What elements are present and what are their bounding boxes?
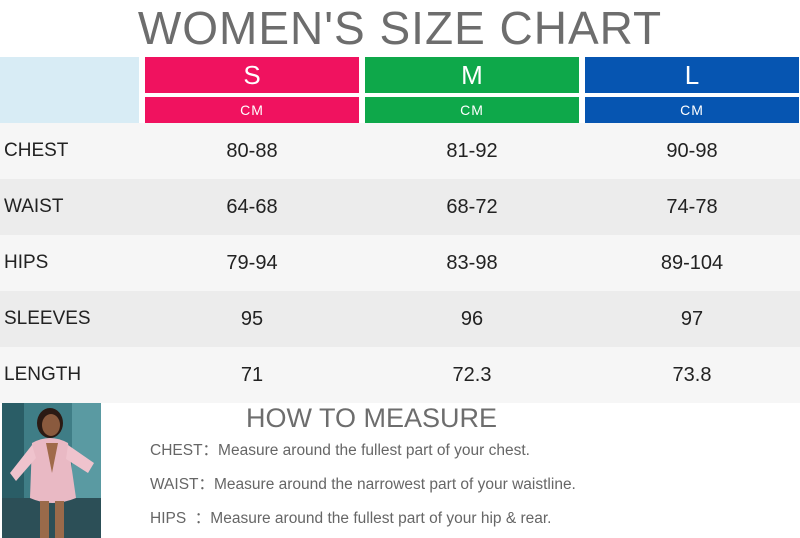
how-to-measure-title: HOW TO MEASURE bbox=[246, 403, 498, 433]
measure-text: Measure around the fullest part of your … bbox=[218, 442, 530, 459]
row-label: SLEEVES bbox=[4, 308, 91, 329]
measure-key: WAIST： bbox=[150, 476, 215, 493]
table-row: HIPS 79-94 83-98 89-104 bbox=[0, 235, 800, 291]
row-label: LENGTH bbox=[4, 364, 82, 385]
table-cell: 64-68 bbox=[226, 196, 278, 218]
table-cell: 89-104 bbox=[660, 252, 724, 274]
header-corner-cell bbox=[0, 57, 139, 123]
table-row: CHEST 80-88 81-92 90-98 bbox=[0, 123, 800, 179]
table-cell: 72.3 bbox=[452, 364, 492, 386]
row-label: WAIST bbox=[4, 196, 64, 217]
model-photo bbox=[2, 403, 101, 538]
table-cell: 80-88 bbox=[226, 140, 278, 162]
size-header-l: L bbox=[585, 57, 799, 93]
table-cell: 79-94 bbox=[226, 252, 278, 274]
measure-key: CHEST： bbox=[150, 442, 219, 459]
measure-text: Measure around the fullest part of your … bbox=[210, 510, 552, 527]
table-cell: 71 bbox=[240, 364, 264, 386]
table-cell: 68-72 bbox=[446, 196, 498, 218]
row-label: HIPS bbox=[4, 252, 49, 273]
unit-header-s: CM bbox=[145, 97, 359, 123]
table-cell: 73.8 bbox=[672, 364, 712, 386]
row-label: CHEST bbox=[4, 140, 69, 161]
table-row: LENGTH 71 72.3 73.8 bbox=[0, 347, 800, 403]
table-row: SLEEVES 95 96 97 bbox=[0, 291, 800, 347]
unit-header-l: CM bbox=[585, 97, 799, 123]
unit-header-m: CM bbox=[365, 97, 579, 123]
measure-instruction-chest: CHEST：Measure around the fullest part of… bbox=[150, 441, 530, 461]
table-cell: 97 bbox=[680, 308, 704, 330]
table-row: WAIST 64-68 68-72 74-78 bbox=[0, 179, 800, 235]
table-cell: 95 bbox=[240, 308, 264, 330]
table-cell: 96 bbox=[460, 308, 484, 330]
measure-instruction-waist: WAIST：Measure around the narrowest part … bbox=[150, 475, 576, 495]
table-cell: 83-98 bbox=[446, 252, 498, 274]
size-header-m: M bbox=[365, 57, 579, 93]
table-cell: 74-78 bbox=[666, 196, 718, 218]
table-cell: 81-92 bbox=[446, 140, 498, 162]
measure-text: Measure around the narrowest part of you… bbox=[214, 476, 576, 493]
measure-key: HIPS ： bbox=[150, 510, 211, 527]
page-title: WOMEN'S SIZE CHART bbox=[137, 2, 663, 54]
size-header-s: S bbox=[145, 57, 359, 93]
measure-instruction-hips: HIPS ：Measure around the fullest part of… bbox=[150, 509, 552, 529]
table-cell: 90-98 bbox=[666, 140, 718, 162]
